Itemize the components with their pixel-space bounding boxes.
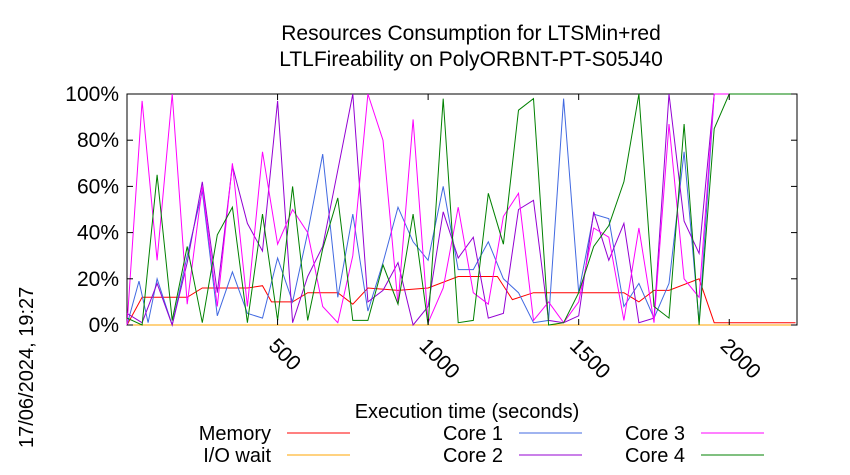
series-line-memory bbox=[126, 276, 796, 326]
y-tick-label: 20% bbox=[77, 268, 119, 291]
timestamp-label: 17/06/2024, 19:27 bbox=[16, 287, 38, 448]
chart-title-line-1: Resources Consumption for LTSMin+red bbox=[281, 22, 661, 45]
series-line-core-4 bbox=[126, 93, 796, 326]
x-tick-label: 1000 bbox=[415, 334, 464, 383]
plot-area bbox=[126, 93, 798, 327]
x-tick-label: 500 bbox=[264, 334, 305, 375]
legend-label: Memory bbox=[199, 423, 271, 445]
y-tick-label: 0% bbox=[89, 314, 119, 337]
x-axis-label: Execution time (seconds) bbox=[355, 401, 580, 423]
x-tick-label: 2000 bbox=[716, 334, 765, 383]
legend-label: I/O wait bbox=[203, 445, 271, 467]
y-tick-label: 80% bbox=[77, 129, 119, 152]
series-layer bbox=[126, 93, 796, 327]
chart-title-line-2: LTLFireability on PolyORBNT-PT-S05J40 bbox=[279, 48, 663, 71]
y-tick-label: 40% bbox=[77, 222, 119, 245]
legend-label: Core 1 bbox=[443, 423, 503, 445]
x-tick-label: 1500 bbox=[565, 334, 614, 383]
series-line-core-3 bbox=[126, 93, 796, 326]
y-axis: 0% 20% 40% 60% 80% 100% bbox=[65, 83, 797, 337]
legend-label: Core 3 bbox=[625, 423, 685, 445]
y-tick-label: 60% bbox=[77, 175, 119, 198]
legend-label: Core 4 bbox=[625, 445, 685, 467]
y-tick-label: 100% bbox=[65, 83, 119, 106]
legend-label: Core 2 bbox=[443, 445, 503, 467]
